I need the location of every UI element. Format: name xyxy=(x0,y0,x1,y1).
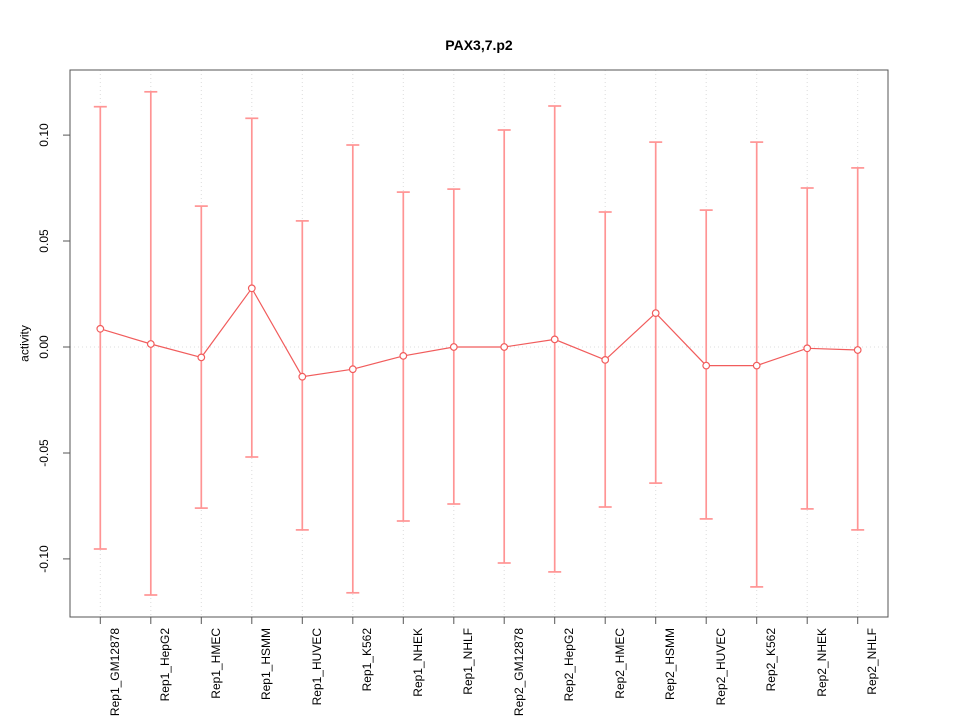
x-category-label: Rep1_HMEC xyxy=(208,628,223,699)
x-category-label: Rep1_HepG2 xyxy=(158,628,173,702)
y-tick-label: -0.05 xyxy=(37,439,51,467)
x-category-label: Rep2_HSMM xyxy=(663,628,678,701)
x-category-label: Rep1_HSMM xyxy=(259,628,274,701)
x-category-label: Rep1_NHLF xyxy=(461,628,476,695)
y-axis-title: activity xyxy=(17,325,32,362)
y-axis-ticks xyxy=(63,134,70,560)
x-category-label: Rep2_K562 xyxy=(764,628,779,692)
x-category-label: Rep1_NHEK xyxy=(410,628,425,697)
x-category-label: Rep2_HepG2 xyxy=(562,628,577,702)
error-bars xyxy=(93,90,865,596)
x-category-label: Rep2_NHLF xyxy=(865,628,880,695)
y-tick-label: 0.10 xyxy=(37,123,51,147)
chart-title: PAX3,7.p2 xyxy=(445,37,513,53)
data-points xyxy=(96,284,862,381)
x-category-label: Rep2_HMEC xyxy=(612,628,627,699)
x-category-label: Rep1_HUVEC xyxy=(309,628,324,706)
x-axis-ticks xyxy=(99,617,859,624)
y-tick-label: -0.10 xyxy=(37,545,51,573)
x-category-label: Rep1_K562 xyxy=(360,628,375,692)
x-category-label: Rep1_GM12878 xyxy=(107,628,122,717)
x-category-label: Rep2_HUVEC xyxy=(713,628,728,706)
plot-border xyxy=(69,69,889,618)
x-category-label: Rep2_NHEK xyxy=(814,628,829,697)
y-tick-label: 0.05 xyxy=(37,229,51,253)
y-tick-label: 0.00 xyxy=(37,335,51,359)
x-category-label: Rep2_GM12878 xyxy=(511,628,526,717)
gridlines xyxy=(70,70,888,617)
series-line xyxy=(100,287,858,378)
